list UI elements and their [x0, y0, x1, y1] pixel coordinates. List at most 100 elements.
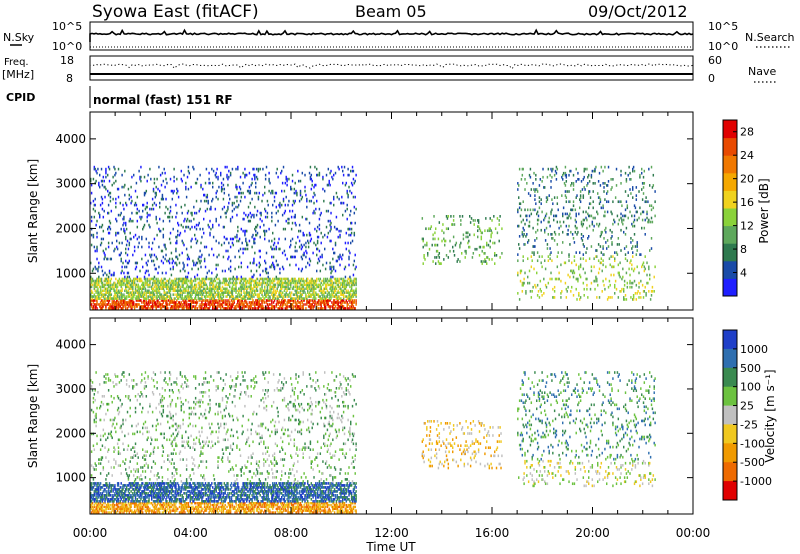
data-cell	[351, 165, 354, 169]
data-cell	[255, 303, 257, 306]
data-cell	[201, 279, 203, 283]
data-cell	[164, 257, 166, 261]
data-cell	[323, 293, 325, 296]
data-cell	[332, 281, 334, 285]
data-cell	[259, 289, 261, 293]
data-cell	[188, 303, 191, 306]
data-cell	[307, 239, 309, 243]
data-cell	[120, 295, 122, 298]
data-cell	[90, 219, 93, 223]
data-cell	[259, 305, 261, 308]
data-cell	[131, 291, 133, 294]
data-cell	[255, 263, 258, 267]
data-cell	[490, 229, 492, 233]
data-cell	[288, 287, 290, 291]
data-cell	[127, 187, 130, 191]
data-cell	[108, 179, 111, 183]
data-cell	[642, 210, 645, 214]
data-cell	[293, 293, 296, 296]
data-cell	[97, 289, 99, 293]
data-cell	[123, 293, 125, 296]
data-cell	[299, 193, 302, 197]
data-cell	[547, 220, 550, 224]
data-cell	[252, 287, 254, 291]
data-cell	[620, 182, 622, 185]
data-cell	[296, 301, 298, 304]
data-cell	[318, 299, 321, 302]
data-cell	[648, 218, 650, 222]
data-cell	[340, 301, 342, 304]
data-cell	[544, 216, 546, 220]
data-cell	[349, 189, 351, 193]
data-cell	[312, 285, 314, 289]
data-cell	[570, 290, 572, 293]
data-cell	[300, 283, 303, 287]
data-cell	[312, 283, 314, 287]
data-cell	[262, 193, 264, 197]
data-cell	[281, 307, 284, 310]
data-cell	[132, 303, 134, 306]
data-cell	[281, 279, 283, 283]
data-cell	[93, 215, 96, 219]
data-cell	[172, 227, 174, 231]
data-cell	[223, 287, 226, 291]
data-cell	[210, 303, 212, 306]
data-cell	[303, 251, 305, 255]
data-cell	[313, 185, 315, 189]
data-cell	[286, 307, 288, 310]
data-cell	[95, 299, 97, 302]
data-cell	[238, 289, 241, 293]
data-cell	[562, 241, 564, 244]
data-cell	[215, 285, 217, 289]
data-cell	[459, 260, 461, 263]
data-cell	[129, 237, 131, 241]
data-cell	[297, 305, 299, 308]
data-cell	[302, 297, 304, 300]
data-cell	[632, 165, 635, 169]
data-cell	[107, 281, 110, 285]
data-cell	[308, 285, 311, 289]
data-cell	[176, 277, 178, 281]
data-cell	[309, 279, 312, 283]
data-cell	[164, 243, 166, 247]
data-cell	[174, 289, 176, 293]
data-cell	[305, 297, 307, 300]
data-cell	[141, 289, 143, 293]
data-cell	[133, 249, 136, 253]
data-cell	[208, 287, 210, 291]
data-cell	[269, 295, 271, 298]
data-cell	[641, 167, 643, 171]
data-cell	[142, 265, 144, 269]
data-cell	[522, 281, 524, 285]
data-cell	[179, 289, 182, 293]
data-cell	[614, 259, 616, 263]
data-cell	[111, 301, 113, 304]
data-cell	[223, 281, 226, 285]
data-cell	[461, 252, 463, 255]
data-cell	[331, 279, 333, 283]
data-cell	[269, 277, 271, 281]
data-cell	[170, 251, 173, 255]
data-cell	[322, 235, 324, 239]
data-cell	[130, 293, 132, 296]
data-cell	[144, 307, 147, 310]
data-cell	[306, 205, 308, 209]
data-cell	[255, 229, 257, 233]
data-cell	[109, 285, 112, 289]
data-cell	[328, 279, 330, 283]
data-cell	[473, 233, 475, 237]
data-cell	[141, 287, 143, 291]
data-cell	[178, 279, 181, 283]
data-cell	[311, 183, 313, 187]
data-cell	[298, 199, 301, 203]
data-cell	[546, 247, 549, 250]
data-cell	[192, 299, 194, 302]
data-cell	[245, 295, 247, 298]
data-cell	[244, 305, 246, 308]
data-cell	[212, 185, 214, 189]
data-cell	[541, 294, 543, 297]
data-cell	[242, 251, 244, 255]
data-cell	[540, 198, 542, 201]
data-cell	[116, 289, 118, 293]
data-cell	[355, 173, 357, 177]
